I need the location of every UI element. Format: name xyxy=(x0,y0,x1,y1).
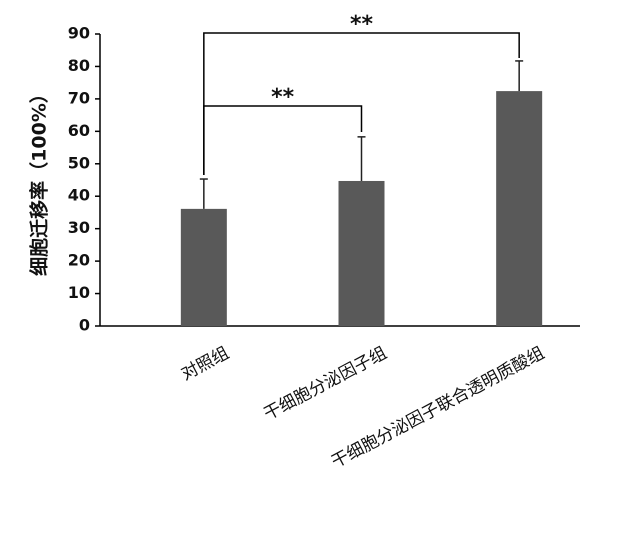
y-tick-label: 90 xyxy=(68,24,90,43)
y-tick-label: 80 xyxy=(68,56,90,75)
y-tick-label: 70 xyxy=(68,88,90,107)
y-axis-label: 细胞迁移率（100%） xyxy=(28,84,51,276)
significance-label: ** xyxy=(350,12,374,37)
y-tick-label: 40 xyxy=(68,186,90,205)
bar xyxy=(180,208,227,326)
bar xyxy=(496,91,543,326)
y-tick-label: 0 xyxy=(79,316,90,335)
y-tick-label: 30 xyxy=(68,218,90,237)
significance-bracket xyxy=(203,32,520,175)
y-tick-label: 50 xyxy=(68,153,90,172)
y-tick-label: 10 xyxy=(68,283,90,302)
y-tick-label: 60 xyxy=(68,121,90,140)
y-tick-label: 20 xyxy=(68,251,90,270)
bar xyxy=(338,180,385,326)
significance-bracket xyxy=(203,105,363,175)
significance-label: ** xyxy=(271,85,295,110)
